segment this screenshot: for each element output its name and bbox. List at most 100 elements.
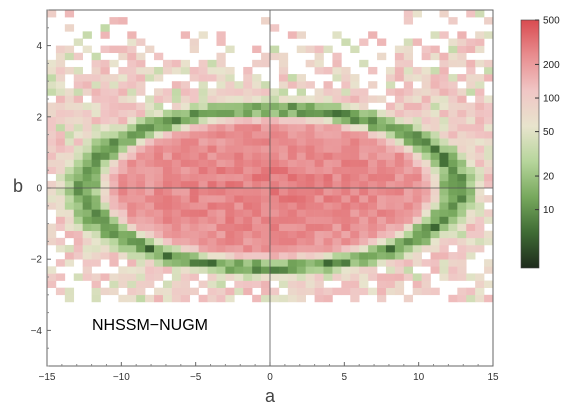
heatmap-cell [448, 273, 458, 281]
heatmap-cell [189, 209, 199, 217]
heatmap-cell [243, 209, 253, 217]
heatmap-cell [207, 66, 217, 75]
heatmap-cell [430, 81, 440, 89]
heatmap-cell [136, 66, 146, 75]
heatmap-cell [350, 280, 360, 288]
x-tick-label: 10 [413, 372, 425, 383]
heatmap-cell [145, 202, 155, 210]
heatmap-cell [207, 237, 217, 246]
heatmap-cell [421, 52, 431, 61]
heatmap-cell [261, 109, 271, 118]
heatmap-cell [73, 116, 83, 125]
heatmap-cell [118, 195, 128, 203]
heatmap-cell [261, 266, 271, 274]
heatmap-cell [73, 131, 83, 139]
heatmap-cell [145, 66, 155, 75]
heatmap-cell [475, 166, 485, 175]
heatmap-cell [64, 95, 75, 103]
heatmap-cell [412, 180, 422, 189]
heatmap-cell [359, 252, 369, 260]
heatmap-cell [47, 59, 57, 68]
heatmap-cell [189, 188, 199, 196]
heatmap-cell [332, 195, 342, 203]
heatmap-cell [109, 138, 119, 146]
heatmap-cell [234, 209, 244, 217]
heatmap-cell [252, 266, 262, 274]
heatmap-cell [394, 287, 405, 296]
heatmap-cell [162, 280, 173, 288]
heatmap-cell [385, 252, 396, 260]
heatmap-cell [394, 230, 405, 239]
heatmap-cell [91, 188, 101, 196]
heatmap-cell [154, 152, 164, 160]
heatmap-cell [359, 259, 369, 267]
heatmap-cell [394, 66, 405, 75]
heatmap-cell [162, 223, 173, 232]
heatmap-cell [287, 244, 298, 253]
heatmap-cell [323, 216, 333, 224]
heatmap-cell [448, 116, 458, 125]
heatmap-cell [234, 145, 244, 153]
heatmap-cell [47, 138, 57, 146]
heatmap-cell [118, 138, 128, 146]
heatmap-cell [466, 188, 476, 196]
heatmap-cell [323, 116, 333, 125]
heatmap-cell [421, 66, 431, 75]
heatmap-cell [439, 209, 449, 217]
heatmap-cell [216, 95, 226, 103]
x-tick-label: 5 [342, 372, 348, 383]
heatmap-cell [270, 24, 280, 32]
heatmap-cell [421, 81, 431, 89]
heatmap-cell [457, 109, 467, 118]
heatmap-cell [64, 166, 75, 175]
heatmap-cell [412, 138, 422, 146]
heatmap-cell [109, 188, 119, 196]
heatmap-cell [466, 116, 476, 125]
heatmap-cell [377, 180, 387, 189]
heatmap-cell [466, 131, 476, 139]
heatmap-cell [127, 38, 137, 46]
heatmap-cell [100, 109, 110, 118]
heatmap-cell [243, 244, 253, 253]
heatmap-cell [73, 38, 83, 46]
heatmap-cell [216, 31, 226, 39]
heatmap-cell [127, 109, 137, 118]
heatmap-cell [216, 188, 226, 196]
heatmap-cell [216, 74, 226, 82]
heatmap-cell [421, 188, 431, 196]
heatmap-cell [145, 266, 155, 274]
heatmap-cell [225, 237, 235, 246]
heatmap-cell [118, 294, 128, 303]
heatmap-cell [323, 266, 333, 274]
heatmap-cell [109, 131, 119, 139]
heatmap-cell [64, 138, 75, 146]
heatmap-cell [430, 123, 440, 132]
heatmap-cell [412, 202, 422, 210]
heatmap-cell [403, 52, 414, 61]
heatmap-cell [234, 180, 244, 189]
heatmap-cell [109, 244, 119, 253]
heatmap-cell [385, 102, 396, 110]
heatmap-cell [216, 131, 226, 139]
heatmap-cell [64, 45, 75, 54]
heatmap-cell [100, 66, 110, 75]
x-tick-label: 0 [267, 372, 273, 383]
heatmap-cell [252, 123, 262, 132]
heatmap-cell [154, 95, 164, 103]
heatmap-cell [412, 287, 422, 296]
heatmap-cell [296, 273, 306, 281]
heatmap-cell [118, 188, 128, 196]
heatmap-cell [457, 59, 467, 68]
heatmap-cell [457, 259, 467, 267]
heatmap-cell [332, 252, 342, 260]
heatmap-cell [225, 252, 235, 260]
heatmap-cell [154, 159, 164, 167]
heatmap-cell [162, 173, 173, 182]
heatmap-cell [171, 152, 182, 160]
heatmap-cell [475, 38, 485, 46]
heatmap-cell [145, 131, 155, 139]
heatmap-cell [430, 223, 440, 232]
heatmap-cell [385, 166, 396, 175]
heatmap-cell [252, 88, 262, 96]
